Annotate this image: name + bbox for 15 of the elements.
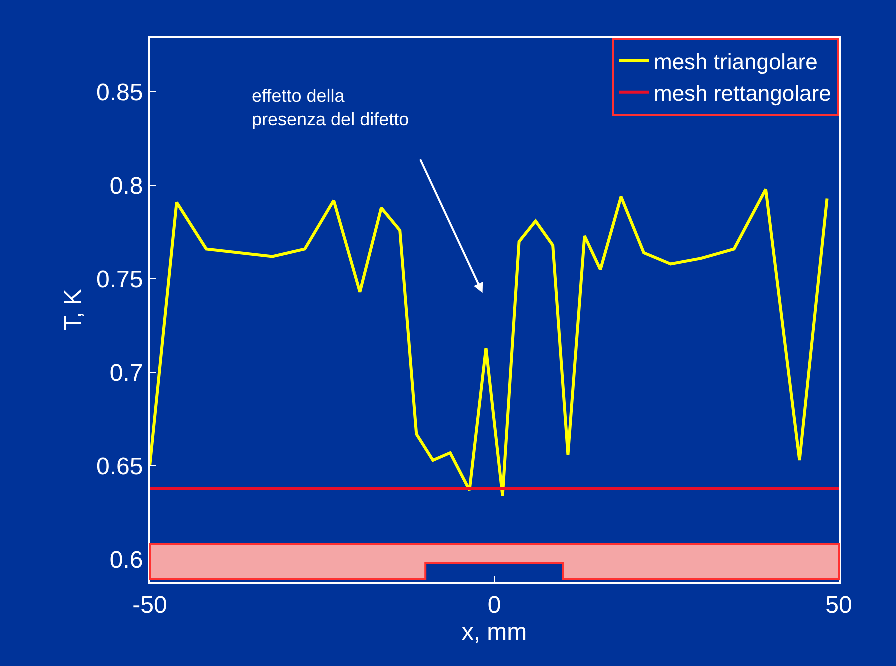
legend-label: mesh triangolare [654, 49, 818, 74]
y-tick-label: 0.65 [96, 454, 144, 480]
x-tick-label: 0 [488, 592, 502, 619]
x-tick-label: -50 [132, 592, 168, 619]
y-tick-label: 0.6 [110, 546, 144, 574]
annotation: effetto della presenza del difetto [252, 86, 410, 130]
y-tick-label: 0.7 [110, 360, 144, 388]
y-tick-label: 0.85 [96, 80, 144, 107]
y-axis-title: T, K [60, 289, 88, 331]
y-tick-label: 0.8 [110, 173, 144, 200]
legend-label: mesh rettangolare [654, 80, 832, 106]
x-tick-label: 50 [826, 592, 852, 619]
y-tick-label: 0.75 [96, 266, 144, 294]
line-series [150, 188, 829, 498]
x-axis-title: x, mm [462, 618, 528, 646]
